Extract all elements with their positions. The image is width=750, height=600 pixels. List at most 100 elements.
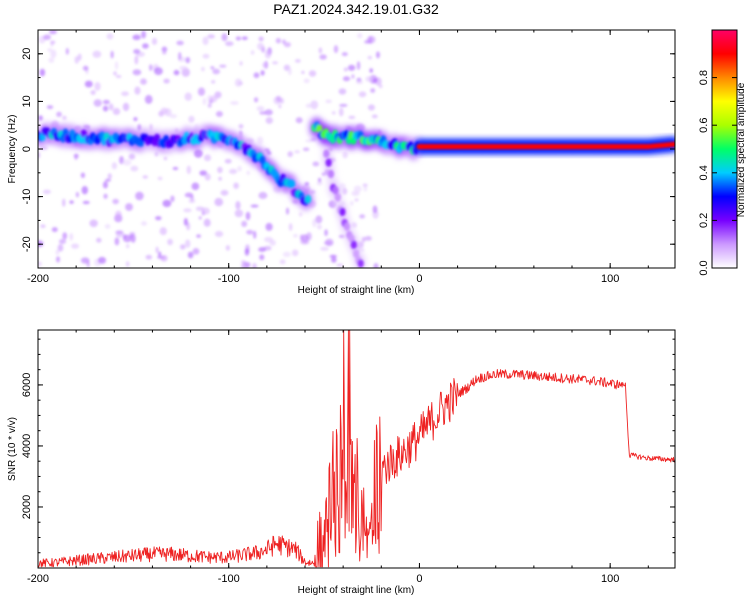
noise-blob [172, 166, 179, 171]
noise-blob [173, 69, 180, 76]
noise-blob [241, 220, 248, 228]
spectral-ridge [308, 115, 424, 161]
noise-blob [158, 251, 162, 258]
noise-blob [92, 50, 102, 58]
noise-blob [282, 251, 291, 258]
noise-blob [310, 137, 317, 142]
noise-blob [112, 198, 119, 205]
noise-blob [96, 237, 102, 243]
noise-blob [299, 234, 304, 241]
noise-blob [258, 191, 268, 199]
noise-blob [199, 170, 208, 176]
noise-blob [369, 68, 374, 73]
noise-blob [128, 153, 136, 160]
noise-blob [325, 99, 332, 104]
noise-blob [225, 41, 234, 47]
noise-blob [228, 168, 238, 175]
snr-series-line [38, 330, 675, 568]
noise-blob [81, 186, 89, 195]
noise-blob [241, 261, 250, 268]
snr-marks [38, 330, 675, 568]
noise-blob [224, 158, 232, 164]
noise-blob [336, 263, 344, 267]
noise-blob [253, 97, 259, 103]
noise-blob [221, 33, 228, 42]
noise-blob [355, 80, 364, 85]
noise-blob [170, 195, 175, 203]
noise-blob [331, 111, 336, 115]
noise-blob [310, 100, 319, 110]
noise-blob [378, 84, 383, 89]
noise-blob [250, 204, 259, 208]
noise-blob [230, 101, 239, 105]
spectral-ridge [413, 136, 675, 155]
noise-blob [103, 193, 108, 199]
noise-blob [57, 244, 64, 252]
noise-blob [272, 61, 279, 65]
noise-blob [113, 71, 117, 76]
ridge-blob [288, 179, 296, 189]
noise-blob [264, 148, 270, 152]
noise-blob [140, 78, 147, 85]
noise-blob [202, 97, 207, 106]
y-tick-label: 10 [21, 95, 33, 107]
noise-blob [122, 234, 132, 243]
noise-blob [364, 236, 372, 241]
noise-blob [48, 57, 55, 63]
noise-blob [198, 216, 202, 220]
noise-blob [71, 243, 80, 249]
noise-blob [69, 200, 74, 204]
spectrogram-y-ticks: -20 -10 0 10 20 [21, 29, 675, 269]
noise-blob [155, 246, 159, 254]
noise-blob [367, 104, 375, 111]
noise-blob [82, 65, 89, 71]
noise-blob [209, 95, 218, 103]
noise-blob [339, 103, 348, 107]
noise-blob [115, 74, 122, 79]
snr-y-label: SNR (10 * v/v) [7, 417, 18, 481]
noise-blob [167, 238, 173, 246]
noise-blob [157, 176, 163, 181]
noise-blob [354, 198, 359, 202]
colorbar-tick-label: 0.2 [698, 213, 710, 228]
noise-blob [279, 259, 286, 265]
noise-blob [291, 249, 299, 257]
noise-blob [218, 176, 222, 181]
noise-blob [318, 47, 323, 54]
noise-blob [104, 224, 111, 229]
figure-title: PAZ1.2024.342.19.01.G32 [273, 1, 439, 17]
noise-blob [169, 113, 178, 119]
noise-blob [176, 40, 184, 46]
noise-blob [235, 36, 242, 41]
noise-blob [357, 33, 363, 39]
noise-blob [38, 240, 44, 247]
noise-blob [203, 218, 211, 227]
noise-blob [130, 165, 139, 172]
noise-blob [164, 108, 172, 117]
noise-blob [149, 123, 153, 131]
snr-x-ticks: -200 -100 0 100 [27, 330, 649, 585]
colorbar-tick-label: 0.8 [698, 70, 710, 85]
noise-blob [359, 214, 366, 219]
x-tick-label: 0 [416, 273, 422, 285]
noise-blob [260, 70, 265, 76]
noise-blob [245, 211, 251, 221]
noise-blob [183, 218, 188, 226]
noise-blob [301, 70, 305, 75]
noise-blob [294, 150, 300, 154]
noise-blob [321, 172, 326, 176]
noise-blob [102, 105, 109, 112]
noise-blob [207, 103, 212, 108]
noise-blob [50, 49, 57, 59]
colorbar-tick-label: 0.0 [698, 260, 710, 275]
noise-blob [348, 115, 356, 120]
noise-blob [111, 162, 118, 170]
noise-blob [370, 88, 376, 93]
noise-blob [184, 239, 191, 248]
noise-blob [145, 254, 153, 260]
noise-blob [367, 55, 373, 60]
noise-blob [353, 185, 362, 193]
noise-blob [185, 57, 191, 64]
